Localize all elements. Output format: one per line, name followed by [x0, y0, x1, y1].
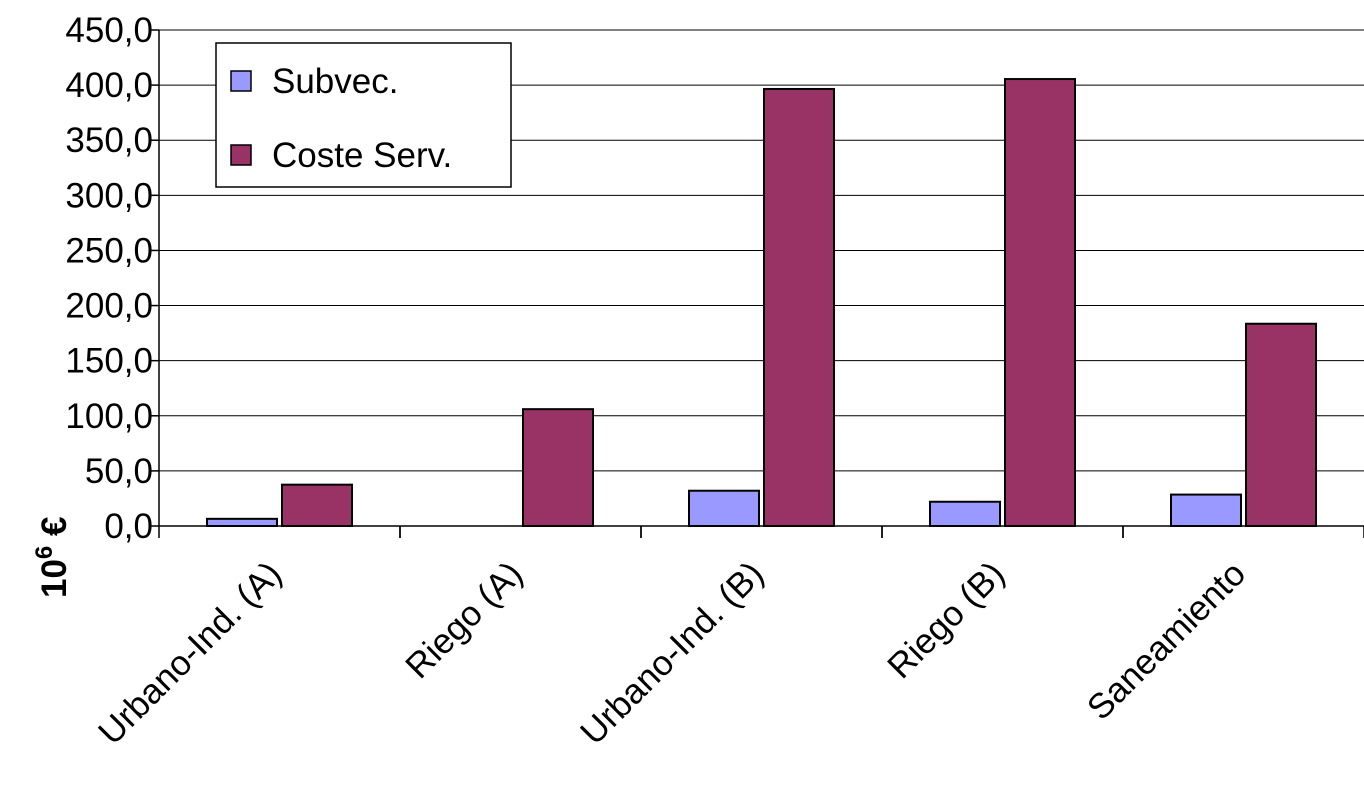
y-tick-label: 50,0	[85, 452, 153, 491]
bar-coste-serv	[763, 87, 835, 527]
bar-subvec	[929, 500, 1001, 527]
x-category-label: Saneamiento	[1080, 554, 1253, 727]
x-category-label: Urbano-Ind. (B)	[573, 554, 771, 752]
y-tick-label: 200,0	[65, 287, 153, 326]
bar-subvec	[1170, 493, 1242, 528]
x-category-label: Urbano-Ind. (A)	[91, 554, 289, 752]
y-tick-label: 150,0	[65, 342, 153, 381]
legend-swatch-subvec	[230, 70, 252, 92]
y-tick-label: 300,0	[65, 176, 153, 215]
legend-swatch-coste-serv	[230, 144, 252, 166]
bar-coste-serv	[1004, 78, 1076, 527]
bar-coste-serv	[522, 408, 594, 528]
axes	[158, 30, 1364, 538]
legend-label-coste-serv: Coste Serv.	[272, 136, 452, 175]
y-axis-label: 106 €	[31, 517, 74, 599]
x-category-label: Riego (B)	[880, 554, 1012, 686]
y-tick-label: 400,0	[65, 66, 153, 105]
y-tick-label: 350,0	[65, 121, 153, 160]
bar-coste-serv	[281, 483, 353, 527]
y-axis-ticks: 0,0 50,0 100,0 150,0 200,0 250,0 300,0 350,0 400…	[65, 11, 159, 546]
legend-label-subvec: Subvec.	[272, 62, 398, 101]
legend-box	[215, 42, 512, 188]
bar-subvec	[206, 517, 278, 528]
legend: Subvec. Coste Serv.	[215, 42, 512, 188]
y-tick-label: 450,0	[65, 11, 153, 50]
y-tick-label: 0,0	[104, 507, 153, 546]
x-category-label: Riego (A)	[398, 554, 530, 686]
bar-subvec	[688, 489, 760, 527]
x-axis-labels: Urbano-Ind. (A) Riego (A) Urbano-Ind. (B) R…	[91, 554, 1253, 752]
bar-coste-serv	[1245, 322, 1317, 527]
y-tick-label: 100,0	[65, 397, 153, 436]
y-tick-label: 250,0	[65, 231, 153, 270]
